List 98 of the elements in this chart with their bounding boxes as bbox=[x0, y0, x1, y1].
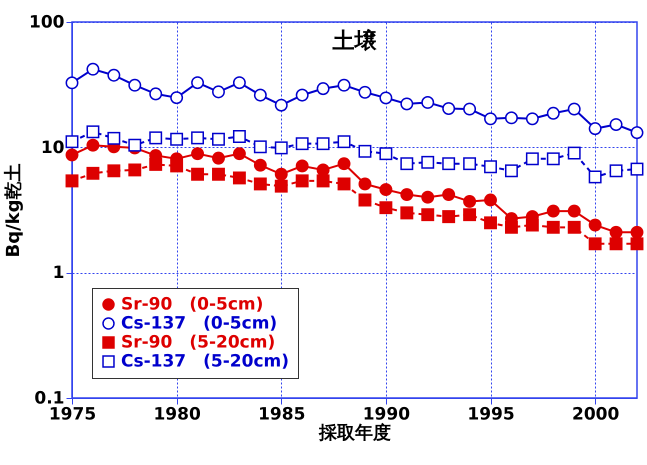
point bbox=[610, 237, 623, 250]
legend-label: Cs-137 (0-5cm) bbox=[121, 314, 278, 334]
point bbox=[588, 237, 602, 250]
point bbox=[66, 76, 78, 90]
legend-label: Sr-90 (5-20cm) bbox=[121, 332, 276, 352]
point bbox=[546, 152, 560, 166]
y-axis-title: Bq/kg乾土 bbox=[3, 163, 24, 258]
point bbox=[546, 220, 560, 234]
point bbox=[504, 164, 518, 178]
point bbox=[504, 220, 518, 234]
point bbox=[379, 201, 392, 214]
point bbox=[610, 164, 623, 178]
point bbox=[212, 132, 225, 146]
point bbox=[400, 206, 414, 220]
point bbox=[526, 218, 539, 232]
point bbox=[107, 164, 120, 178]
point bbox=[212, 152, 225, 165]
point bbox=[421, 208, 434, 222]
point bbox=[86, 166, 100, 180]
point bbox=[484, 194, 497, 206]
point bbox=[66, 135, 78, 148]
point bbox=[588, 218, 602, 232]
point bbox=[630, 226, 644, 239]
point bbox=[421, 156, 434, 169]
point bbox=[254, 158, 267, 172]
point bbox=[254, 140, 267, 154]
point bbox=[463, 208, 476, 222]
point bbox=[254, 178, 267, 190]
point bbox=[191, 168, 204, 181]
point bbox=[379, 91, 392, 104]
x-tick-label: 1980 bbox=[153, 404, 201, 424]
point bbox=[630, 162, 644, 176]
point bbox=[149, 131, 162, 144]
point bbox=[170, 132, 184, 146]
point bbox=[66, 174, 78, 188]
point bbox=[588, 122, 602, 136]
point bbox=[316, 174, 330, 188]
point bbox=[358, 178, 372, 190]
point bbox=[128, 164, 142, 176]
point bbox=[463, 157, 476, 170]
point bbox=[338, 135, 350, 148]
point bbox=[274, 98, 288, 112]
point bbox=[421, 190, 434, 204]
point bbox=[212, 168, 225, 181]
point bbox=[296, 137, 309, 150]
point bbox=[484, 112, 497, 126]
point bbox=[526, 152, 539, 166]
point bbox=[484, 216, 497, 230]
point bbox=[546, 204, 560, 218]
point bbox=[274, 141, 288, 154]
point bbox=[610, 226, 623, 239]
point bbox=[338, 178, 350, 190]
point bbox=[630, 126, 644, 140]
x-tick-label: 1985 bbox=[258, 404, 306, 424]
point bbox=[170, 160, 184, 172]
point bbox=[338, 157, 350, 170]
point bbox=[630, 237, 644, 250]
point bbox=[274, 168, 288, 181]
point bbox=[232, 171, 246, 184]
point bbox=[442, 157, 456, 170]
point bbox=[296, 160, 309, 172]
point bbox=[128, 138, 142, 152]
point bbox=[358, 144, 372, 158]
point bbox=[86, 138, 100, 152]
x-tick-label: 2000 bbox=[572, 404, 620, 424]
point bbox=[149, 158, 162, 171]
point bbox=[442, 188, 456, 201]
point bbox=[379, 147, 392, 160]
point bbox=[400, 188, 414, 201]
point bbox=[232, 147, 246, 160]
point bbox=[463, 195, 476, 208]
point bbox=[484, 160, 497, 174]
y-tick-label: 1 bbox=[52, 263, 64, 284]
point bbox=[316, 164, 330, 176]
point bbox=[568, 146, 581, 160]
point bbox=[296, 174, 309, 188]
chart-title: 土壌 bbox=[332, 28, 378, 54]
point bbox=[86, 125, 100, 138]
y-tick-label: 10 bbox=[40, 138, 65, 158]
legend-label: Cs-137 (5-20cm) bbox=[121, 352, 290, 372]
point bbox=[170, 91, 184, 104]
point bbox=[66, 148, 78, 162]
point bbox=[442, 210, 456, 224]
point bbox=[107, 132, 120, 145]
point bbox=[358, 194, 372, 206]
point bbox=[191, 147, 204, 160]
x-tick-label: 1995 bbox=[467, 404, 515, 424]
point bbox=[191, 131, 204, 144]
y-tick-label: 100 bbox=[29, 12, 65, 32]
point bbox=[379, 183, 392, 196]
point bbox=[568, 204, 581, 218]
point bbox=[568, 220, 581, 234]
legend-label: Sr-90 (0-5cm) bbox=[121, 294, 264, 314]
x-axis-title: 採取年度 bbox=[318, 422, 391, 444]
point bbox=[400, 157, 414, 170]
point bbox=[316, 137, 330, 150]
point bbox=[274, 180, 288, 193]
point bbox=[588, 170, 602, 184]
